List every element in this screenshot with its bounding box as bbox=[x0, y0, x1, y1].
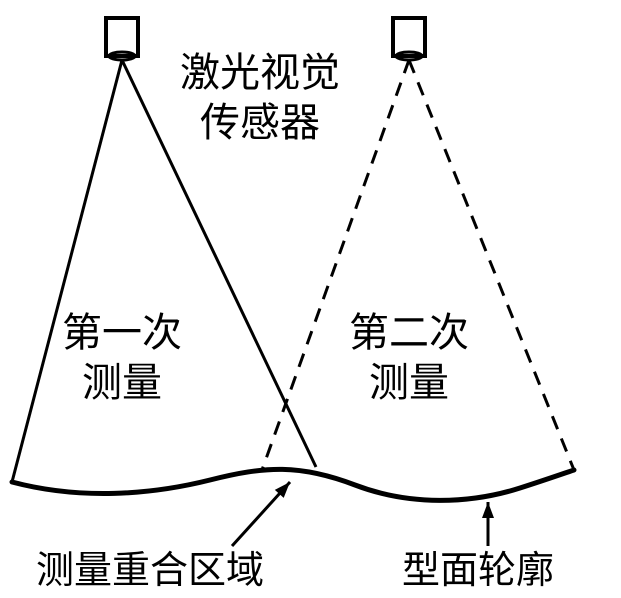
cone-right-right-edge bbox=[409, 60, 574, 470]
label-second-line2: 测量 bbox=[369, 360, 449, 405]
label-sensor-line1: 激光视觉 bbox=[180, 50, 340, 95]
sensor-body bbox=[393, 18, 425, 56]
label-sensor-line2: 传感器 bbox=[200, 100, 320, 145]
label-second-measurement: 第二次 测量 bbox=[349, 308, 469, 408]
arrow-profile-head bbox=[482, 502, 494, 518]
label-sensor-title: 激光视觉 传感器 bbox=[180, 48, 340, 148]
label-first-measurement: 第一次 测量 bbox=[62, 308, 182, 408]
cone-left-left-edge bbox=[12, 60, 122, 482]
label-overlap-text: 测量重合区域 bbox=[36, 550, 264, 592]
sensor-body bbox=[106, 18, 138, 56]
profile-curve bbox=[12, 469, 574, 500]
label-profile-text: 型面轮廓 bbox=[402, 550, 554, 592]
label-overlap-region: 测量重合区域 bbox=[36, 548, 264, 596]
label-profile: 型面轮廓 bbox=[402, 548, 554, 596]
label-first-line1: 第一次 bbox=[62, 310, 182, 355]
label-second-line1: 第二次 bbox=[349, 310, 469, 355]
label-first-line2: 测量 bbox=[82, 360, 162, 405]
